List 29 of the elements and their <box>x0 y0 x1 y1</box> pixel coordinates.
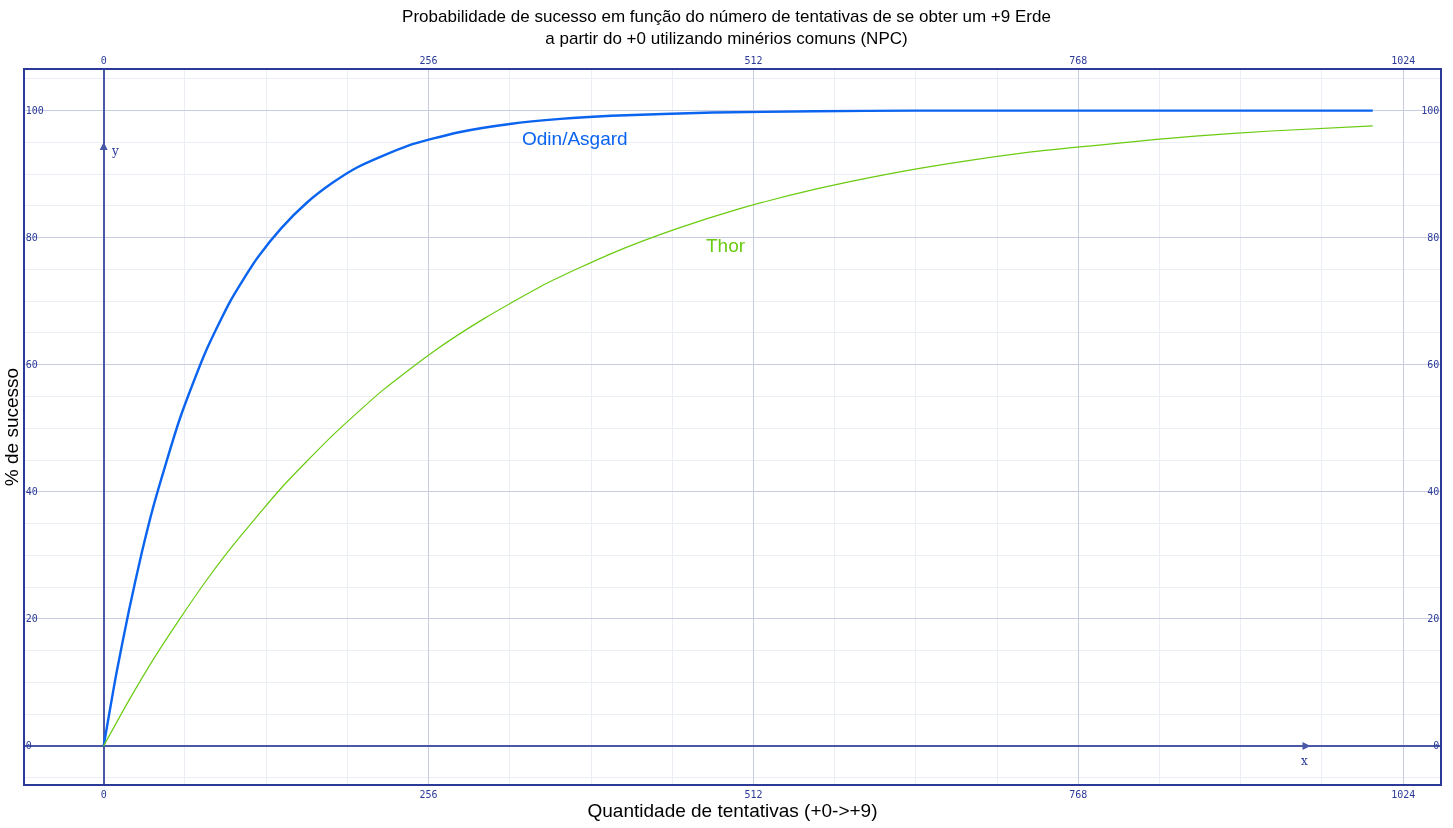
x-tick-label: 768 <box>1069 55 1088 67</box>
chart-title: Probabilidade de sucesso em função do número de tentativas de se obter um +9 Erde a partir do +0 utilizando minérios comuns (NPC) <box>402 6 1051 48</box>
x2-tick-label: 0 <box>100 788 107 800</box>
y2-tick-label: 60 <box>1427 359 1440 371</box>
y2-tick-label: 20 <box>1427 613 1440 625</box>
x-axis-title: Quantidade de tentativas (+0->+9) <box>587 799 878 821</box>
series-label: Thor <box>706 235 746 256</box>
y-axis-title: % de sucesso <box>1 367 23 487</box>
x2-tick-label: 1024 <box>1391 788 1416 800</box>
x2-tick-label: 768 <box>1069 788 1088 800</box>
y-tick-label: 0 <box>25 740 32 752</box>
x-tick-label: 512 <box>744 55 763 67</box>
y2-tick-label: 80 <box>1427 232 1440 244</box>
x-tick-label: 0 <box>100 55 107 67</box>
y2-tick-label: 40 <box>1427 486 1440 498</box>
x-tick-label: 1024 <box>1391 55 1416 67</box>
x2-tick-label: 512 <box>744 788 763 800</box>
series-label: Odin/Asgard <box>522 128 628 149</box>
y-tick-label: 60 <box>25 359 38 371</box>
x-tick-label: 256 <box>419 55 438 67</box>
y-tick-label: 80 <box>25 232 38 244</box>
x2-tick-label: 256 <box>419 788 438 800</box>
y2-tick-label: 100 <box>1421 105 1440 117</box>
annotation: x <box>1301 754 1308 768</box>
y-tick-label: 20 <box>25 613 38 625</box>
y2-tick-label: 0 <box>1433 740 1440 752</box>
y-tick-label: 40 <box>25 486 38 498</box>
annotation: y <box>111 144 119 158</box>
y-tick-label: 100 <box>25 105 44 117</box>
